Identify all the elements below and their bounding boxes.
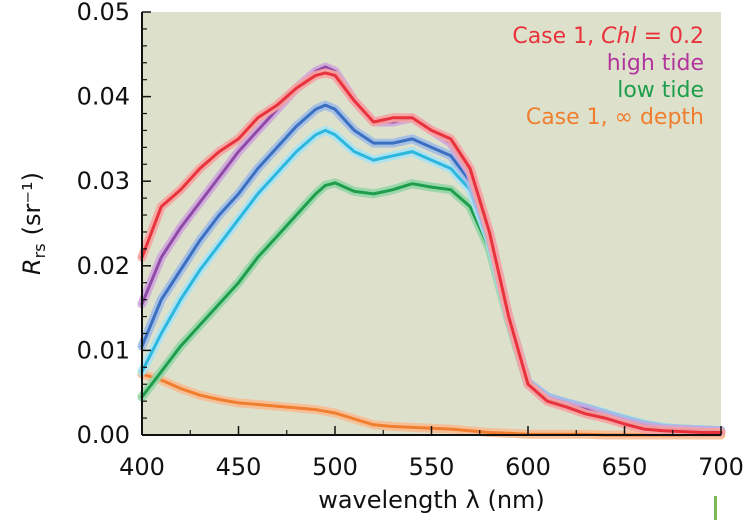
legend-entry-case1-chl-prefix: Case 1,: [512, 24, 601, 49]
x-tick-label: 600: [505, 453, 551, 481]
y-axis-label: Rrs (sr⁻¹): [18, 172, 49, 275]
y-tick-label: 0.01: [77, 336, 130, 364]
x-axis-label: wavelength λ (nm): [318, 486, 545, 514]
y-tick-label: 0.03: [77, 167, 130, 195]
x-tick-label: 650: [602, 453, 648, 481]
series-layer: [137, 62, 726, 440]
y-axis-label-sub: rs: [30, 243, 49, 258]
y-tick-label: 0.05: [77, 0, 130, 26]
legend-entry-high-tide: high tide: [607, 51, 704, 76]
corner-marker: [714, 496, 717, 520]
x-tick-label: 500: [312, 453, 358, 481]
y-axis-label-unit: (sr⁻¹): [18, 172, 46, 235]
y-axis-label-main: R: [18, 258, 46, 275]
x-tick-label: 450: [216, 453, 262, 481]
series-red-line: [140, 71, 723, 434]
legend-entry-case1-chl-italic: Chl: [601, 24, 636, 49]
legend: Case 1, Chl = 0.2 high tide low tide Cas…: [512, 24, 704, 130]
tick-labels: 400 450 500 550 600 650 700 0.00 0.01 0.02 0.03 0.0…: [77, 0, 744, 481]
legend-entry-case1-chl-suffix: = 0.2: [637, 24, 704, 49]
x-tick-label: 400: [119, 453, 165, 481]
x-tick-label: 550: [409, 453, 455, 481]
legend-entry-low-tide: low tide: [617, 78, 704, 103]
y-tick-label: 0.02: [77, 252, 130, 280]
legend-entry-case1-infinite-depth: Case 1, ∞ depth: [526, 105, 704, 130]
axes: [141, 11, 722, 436]
legend-entry-case1-chl: Case 1, Chl = 0.2: [512, 24, 704, 49]
y-tick-label: 0.00: [77, 421, 130, 449]
x-tick-label: 700: [698, 453, 744, 481]
y-tick-label: 0.04: [77, 83, 130, 111]
